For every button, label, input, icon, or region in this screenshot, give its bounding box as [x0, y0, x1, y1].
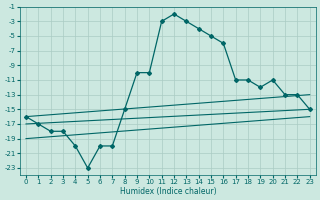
X-axis label: Humidex (Indice chaleur): Humidex (Indice chaleur) [120, 187, 216, 196]
